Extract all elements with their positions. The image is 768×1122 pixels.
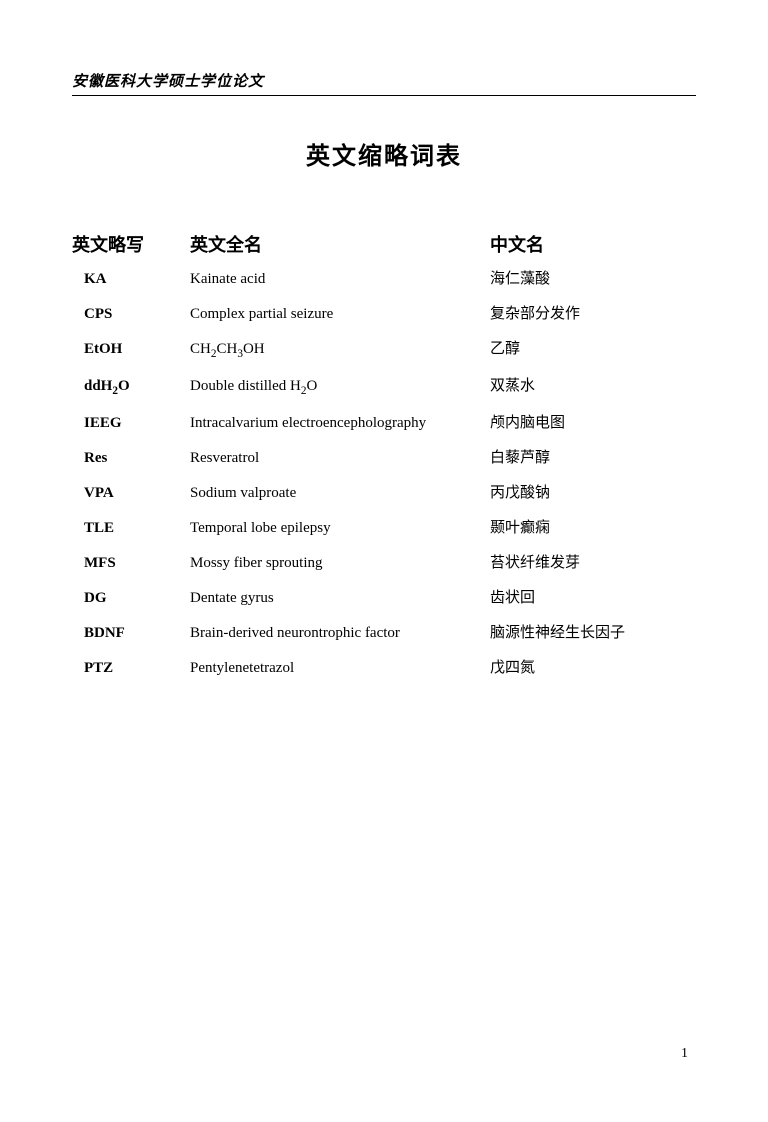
abbr-cell: Res (72, 450, 190, 467)
chinese-cell: 乙醇 (490, 337, 696, 358)
chinese-cell: 海仁藻酸 (490, 267, 696, 288)
column-header-chinese: 中文名 (490, 231, 696, 257)
chinese-cell: 白藜芦醇 (490, 446, 696, 467)
page-number: 1 (681, 1046, 688, 1062)
abbr-cell: MFS (72, 555, 190, 572)
table-row: TLETemporal lobe epilepsy颞叶癫痫 (72, 516, 696, 537)
chinese-cell: 双蒸水 (490, 374, 696, 395)
abbr-cell: BDNF (72, 625, 190, 642)
fullname-cell: Kainate acid (190, 271, 490, 288)
fullname-cell: Intracalvarium electroencepholography (190, 415, 490, 432)
column-header-full: 英文全名 (190, 231, 490, 257)
chinese-cell: 复杂部分发作 (490, 302, 696, 323)
fullname-cell: CH2CH3OH (190, 341, 490, 360)
page-header: 安徽医科大学硕士学位论文 (72, 70, 696, 96)
abbr-cell: DG (72, 590, 190, 607)
table-row: BDNFBrain-derived neurontrophic factor脑源… (72, 621, 696, 642)
table-body: KAKainate acid海仁藻酸 CPSComplex partial sei… (72, 267, 696, 677)
chinese-cell: 戊四氮 (490, 656, 696, 677)
fullname-cell: Complex partial seizure (190, 306, 490, 323)
fullname-cell: Brain-derived neurontrophic factor (190, 625, 490, 642)
abbr-cell: PTZ (72, 660, 190, 677)
abbreviation-table: 英文略写 英文全名 中文名 KAKainate acid海仁藻酸 CPSCompl… (72, 231, 696, 677)
chinese-cell: 苔状纤维发芽 (490, 551, 696, 572)
abbr-cell: EtOH (72, 341, 190, 358)
page-title: 英文缩略词表 (72, 136, 696, 171)
table-row: ddH2ODouble distilled H2O双蒸水 (72, 374, 696, 397)
abbr-cell: IEEG (72, 415, 190, 432)
table-row: ResResveratrol白藜芦醇 (72, 446, 696, 467)
chinese-cell: 丙戊酸钠 (490, 481, 696, 502)
chinese-cell: 脑源性神经生长因子 (490, 621, 696, 642)
table-row: KAKainate acid海仁藻酸 (72, 267, 696, 288)
abbr-cell: KA (72, 271, 190, 288)
abbr-cell: CPS (72, 306, 190, 323)
abbr-cell: ddH2O (72, 378, 190, 397)
abbr-cell: TLE (72, 520, 190, 537)
chinese-cell: 颅内脑电图 (490, 411, 696, 432)
table-row: PTZPentylenetetrazol戊四氮 (72, 656, 696, 677)
chinese-cell: 齿状回 (490, 586, 696, 607)
fullname-cell: Resveratrol (190, 450, 490, 467)
table-row: EtOHCH2CH3OH乙醇 (72, 337, 696, 360)
table-row: VPASodium valproate丙戊酸钠 (72, 481, 696, 502)
chinese-cell: 颞叶癫痫 (490, 516, 696, 537)
fullname-cell: Pentylenetetrazol (190, 660, 490, 677)
fullname-cell: Temporal lobe epilepsy (190, 520, 490, 537)
fullname-cell: Mossy fiber sprouting (190, 555, 490, 572)
fullname-cell: Dentate gyrus (190, 590, 490, 607)
abbr-cell: VPA (72, 485, 190, 502)
table-row: CPSComplex partial seizure复杂部分发作 (72, 302, 696, 323)
fullname-cell: Double distilled H2O (190, 378, 490, 397)
table-header-row: 英文略写 英文全名 中文名 (72, 231, 696, 257)
header-text: 安徽医科大学硕士学位论文 (72, 70, 696, 91)
column-header-abbr: 英文略写 (72, 231, 190, 257)
table-row: IEEGIntracalvarium electroencepholograph… (72, 411, 696, 432)
table-row: DGDentate gyrus齿状回 (72, 586, 696, 607)
fullname-cell: Sodium valproate (190, 485, 490, 502)
table-row: MFSMossy fiber sprouting苔状纤维发芽 (72, 551, 696, 572)
